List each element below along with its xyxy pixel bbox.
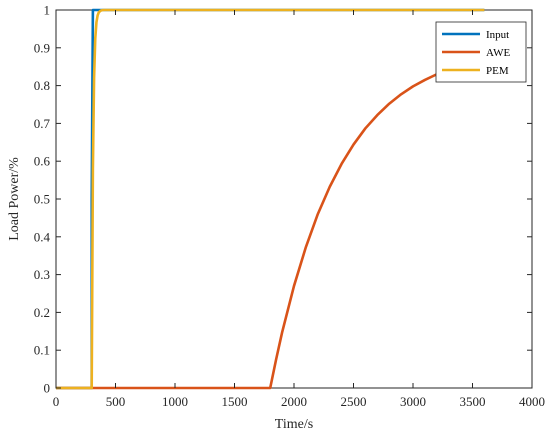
- x-tick-label: 0: [53, 394, 60, 409]
- y-tick-label: 0.4: [34, 229, 51, 244]
- y-tick-label: 0.3: [34, 267, 50, 282]
- y-tick-label: 0.5: [34, 192, 50, 207]
- x-tick-label: 500: [106, 394, 126, 409]
- y-tick-label: 0.2: [34, 305, 50, 320]
- legend: Input AWE PEM: [435, 21, 527, 83]
- y-tick-label: 0.1: [34, 343, 50, 358]
- x-tick-label: 3500: [460, 394, 486, 409]
- y-tick-label: 0.8: [34, 78, 50, 93]
- x-axis-title: Time/s: [275, 417, 313, 432]
- y-tick-label: 0: [44, 381, 51, 396]
- y-tick-label: 0.9: [34, 40, 50, 55]
- legend-label-pem: PEM: [486, 65, 509, 77]
- y-tick-label: 0.7: [34, 116, 51, 131]
- series-line-pem: [56, 8, 485, 390]
- x-tick-label: 2000: [281, 394, 307, 409]
- legend-label-awe: AWE: [486, 47, 510, 59]
- x-axis: 0 500 1000 1500 2000 2500 3000 3500 4000: [53, 10, 545, 409]
- y-tick-label: 0.6: [34, 154, 51, 169]
- x-tick-label: 1500: [222, 394, 248, 409]
- y-axis-title: Load Power/%: [7, 157, 22, 241]
- x-tick-label: 4000: [519, 394, 545, 409]
- x-tick-label: 2500: [341, 394, 367, 409]
- y-tick-label: 1: [44, 3, 51, 18]
- legend-label-input: Input: [486, 29, 509, 41]
- x-tick-label: 1000: [162, 394, 188, 409]
- x-tick-label: 3000: [400, 394, 426, 409]
- y-axis: 0 0.1 0.2 0.3 0.4 0.5 0.6 0.7 0.8 0.9 1: [34, 3, 532, 396]
